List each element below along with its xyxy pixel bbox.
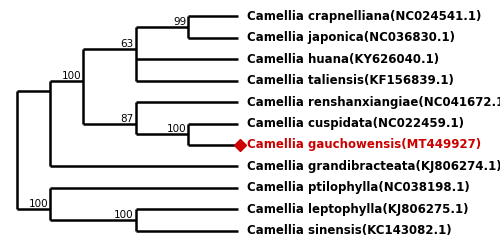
Text: Camellia crapnelliana(NC024541.1): Camellia crapnelliana(NC024541.1) <box>246 10 481 23</box>
Text: Camellia japonica(NC036830.1): Camellia japonica(NC036830.1) <box>246 31 454 44</box>
Text: Camellia sinensis(KC143082.1): Camellia sinensis(KC143082.1) <box>246 224 452 237</box>
Text: 100: 100 <box>62 71 82 81</box>
Text: Camellia cuspidata(NC022459.1): Camellia cuspidata(NC022459.1) <box>246 117 464 130</box>
Text: 100: 100 <box>114 210 134 220</box>
Text: Camellia renshanxiangiae(NC041672.1): Camellia renshanxiangiae(NC041672.1) <box>246 96 500 108</box>
Text: Camellia grandibracteata(KJ806274.1): Camellia grandibracteata(KJ806274.1) <box>246 160 500 173</box>
Text: 100: 100 <box>28 199 48 209</box>
Text: 99: 99 <box>173 17 186 27</box>
Text: Camellia leptophylla(KJ806275.1): Camellia leptophylla(KJ806275.1) <box>246 203 468 216</box>
Text: Camellia huana(KY626040.1): Camellia huana(KY626040.1) <box>246 53 439 66</box>
Text: Camellia ptilophylla(NC038198.1): Camellia ptilophylla(NC038198.1) <box>246 181 470 194</box>
Text: Camellia gauchowensis(MT449927): Camellia gauchowensis(MT449927) <box>246 138 481 152</box>
Text: Camellia taliensis(KF156839.1): Camellia taliensis(KF156839.1) <box>246 74 454 87</box>
Text: 63: 63 <box>120 39 134 48</box>
Text: 87: 87 <box>120 114 134 123</box>
Text: 100: 100 <box>166 124 186 134</box>
